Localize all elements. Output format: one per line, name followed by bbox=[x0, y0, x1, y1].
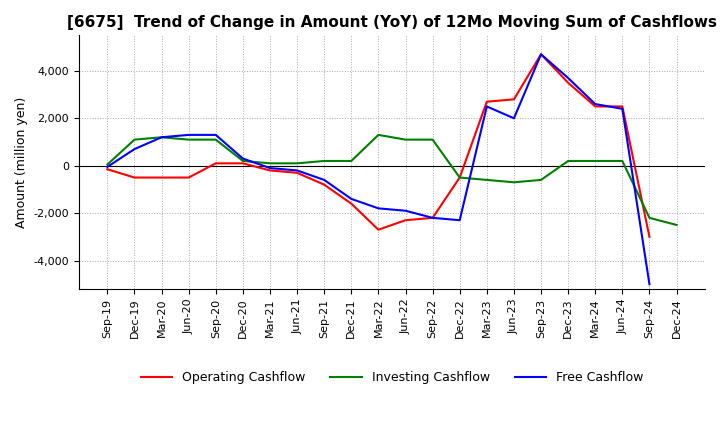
Investing Cashflow bbox=[401, 137, 410, 142]
Investing Cashflow bbox=[212, 137, 220, 142]
Free Cashflow bbox=[347, 196, 356, 202]
Free Cashflow bbox=[157, 135, 166, 140]
Free Cashflow bbox=[510, 116, 518, 121]
Free Cashflow bbox=[266, 165, 274, 171]
Free Cashflow bbox=[103, 164, 112, 169]
Investing Cashflow bbox=[618, 158, 626, 164]
Operating Cashflow bbox=[428, 215, 437, 220]
Line: Investing Cashflow: Investing Cashflow bbox=[107, 135, 677, 225]
Operating Cashflow bbox=[510, 97, 518, 102]
Investing Cashflow bbox=[238, 158, 247, 164]
Investing Cashflow bbox=[184, 137, 193, 142]
Free Cashflow bbox=[184, 132, 193, 138]
Investing Cashflow bbox=[428, 137, 437, 142]
Investing Cashflow bbox=[103, 162, 112, 167]
Free Cashflow bbox=[564, 75, 572, 81]
Free Cashflow bbox=[645, 282, 654, 287]
Free Cashflow bbox=[130, 147, 139, 152]
Y-axis label: Amount (million yen): Amount (million yen) bbox=[15, 96, 28, 228]
Operating Cashflow bbox=[401, 217, 410, 223]
Free Cashflow bbox=[293, 168, 302, 173]
Investing Cashflow bbox=[157, 135, 166, 140]
Investing Cashflow bbox=[266, 161, 274, 166]
Free Cashflow bbox=[374, 206, 383, 211]
Investing Cashflow bbox=[293, 161, 302, 166]
Free Cashflow bbox=[455, 217, 464, 223]
Operating Cashflow bbox=[374, 227, 383, 232]
Investing Cashflow bbox=[347, 158, 356, 164]
Operating Cashflow bbox=[212, 161, 220, 166]
Operating Cashflow bbox=[130, 175, 139, 180]
Investing Cashflow bbox=[320, 158, 328, 164]
Operating Cashflow bbox=[320, 182, 328, 187]
Operating Cashflow bbox=[618, 104, 626, 109]
Investing Cashflow bbox=[482, 177, 491, 183]
Free Cashflow bbox=[428, 215, 437, 220]
Free Cashflow bbox=[536, 51, 545, 57]
Operating Cashflow bbox=[482, 99, 491, 104]
Operating Cashflow bbox=[645, 234, 654, 239]
Operating Cashflow bbox=[266, 168, 274, 173]
Free Cashflow bbox=[320, 177, 328, 183]
Investing Cashflow bbox=[564, 158, 572, 164]
Operating Cashflow bbox=[536, 51, 545, 57]
Investing Cashflow bbox=[455, 175, 464, 180]
Investing Cashflow bbox=[536, 177, 545, 183]
Investing Cashflow bbox=[374, 132, 383, 138]
Operating Cashflow bbox=[591, 104, 600, 109]
Line: Operating Cashflow: Operating Cashflow bbox=[107, 54, 649, 237]
Free Cashflow bbox=[212, 132, 220, 138]
Operating Cashflow bbox=[455, 175, 464, 180]
Operating Cashflow bbox=[103, 167, 112, 172]
Operating Cashflow bbox=[238, 161, 247, 166]
Operating Cashflow bbox=[564, 80, 572, 85]
Investing Cashflow bbox=[591, 158, 600, 164]
Investing Cashflow bbox=[130, 137, 139, 142]
Operating Cashflow bbox=[157, 175, 166, 180]
Investing Cashflow bbox=[510, 180, 518, 185]
Operating Cashflow bbox=[347, 201, 356, 206]
Legend: Operating Cashflow, Investing Cashflow, Free Cashflow: Operating Cashflow, Investing Cashflow, … bbox=[135, 366, 648, 389]
Line: Free Cashflow: Free Cashflow bbox=[107, 54, 649, 284]
Free Cashflow bbox=[401, 208, 410, 213]
Free Cashflow bbox=[591, 102, 600, 107]
Free Cashflow bbox=[238, 156, 247, 161]
Investing Cashflow bbox=[672, 222, 681, 227]
Title: [6675]  Trend of Change in Amount (YoY) of 12Mo Moving Sum of Cashflows: [6675] Trend of Change in Amount (YoY) o… bbox=[67, 15, 717, 30]
Operating Cashflow bbox=[293, 170, 302, 176]
Operating Cashflow bbox=[184, 175, 193, 180]
Investing Cashflow bbox=[645, 215, 654, 220]
Free Cashflow bbox=[618, 106, 626, 111]
Free Cashflow bbox=[482, 104, 491, 109]
